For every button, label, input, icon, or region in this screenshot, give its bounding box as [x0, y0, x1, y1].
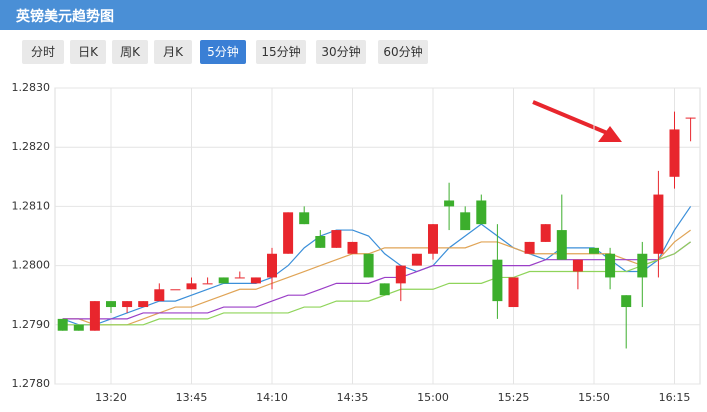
- tab[interactable]: 周K: [112, 40, 148, 64]
- y-tick-label: 1.2830: [12, 81, 51, 94]
- candle-body: [540, 224, 551, 242]
- candle-body: [73, 324, 84, 331]
- candle-body: [379, 283, 390, 296]
- y-tick-label: 1.2810: [12, 199, 51, 212]
- candle-body: [154, 289, 165, 302]
- candle-body: [572, 259, 583, 272]
- x-tick-label: 15:00: [417, 391, 449, 404]
- candle-body: [605, 253, 616, 278]
- candle-body: [428, 224, 438, 254]
- candle-body: [57, 318, 68, 331]
- arrow: [532, 100, 613, 137]
- candle-body: [138, 301, 149, 308]
- candle-body: [492, 259, 503, 302]
- y-tick-label: 1.2790: [12, 318, 51, 331]
- candle-body: [411, 253, 422, 266]
- candle-body: [315, 236, 326, 248]
- tab[interactable]: 分时: [22, 40, 64, 64]
- x-tick-label: 14:35: [337, 391, 369, 404]
- candle-body: [299, 212, 310, 225]
- ma-line: [62, 241, 691, 326]
- tab[interactable]: 60分钟: [378, 40, 428, 64]
- candle-body: [444, 200, 455, 207]
- candle-body: [170, 289, 181, 291]
- candle-body: [685, 117, 696, 119]
- x-tick-label: 15:50: [578, 391, 610, 404]
- x-tick-label: 16:15: [659, 391, 691, 404]
- candle-body: [621, 295, 632, 308]
- candle-body: [637, 253, 648, 278]
- y-tick-label: 1.2780: [12, 377, 51, 390]
- y-tick-label: 1.2800: [12, 259, 51, 272]
- candle-body: [508, 277, 519, 308]
- candle-body: [347, 241, 358, 254]
- candle-body: [283, 212, 294, 254]
- ma-line: [62, 206, 692, 326]
- ma-line: [62, 241, 691, 320]
- candle-body: [524, 241, 535, 254]
- tab[interactable]: 月K: [154, 40, 192, 64]
- x-tick-label: 13:45: [176, 391, 208, 404]
- candle-body: [363, 253, 374, 278]
- tab[interactable]: 30分钟: [316, 40, 366, 64]
- candle-body: [202, 283, 213, 285]
- x-tick-label: 13:20: [95, 391, 127, 404]
- candle-body: [395, 265, 406, 284]
- ma-line: [62, 229, 691, 326]
- tab[interactable]: 日K: [70, 40, 106, 64]
- candle-body: [460, 212, 471, 231]
- tab[interactable]: 5分钟: [200, 40, 246, 64]
- candle-body: [267, 253, 277, 278]
- candle-body: [250, 277, 261, 284]
- candle-body: [589, 247, 599, 254]
- candle-body: [89, 301, 100, 331]
- candle-body: [331, 230, 342, 248]
- candle-body: [556, 230, 567, 260]
- candle-body: [122, 301, 133, 308]
- candle-body: [669, 129, 680, 177]
- candle-body: [186, 283, 197, 290]
- x-tick-label: 14:10: [256, 391, 288, 404]
- candle-body: [234, 277, 245, 279]
- y-tick-label: 1.2820: [12, 140, 51, 153]
- title: 英镑美元趋势图: [16, 9, 114, 25]
- candle-body: [476, 200, 487, 225]
- x-tick-label: 15:25: [498, 391, 530, 404]
- candle-body: [218, 277, 229, 284]
- tab[interactable]: 15分钟: [256, 40, 306, 64]
- header: 英镑美元趋势图: [0, 0, 707, 30]
- candle-body: [653, 194, 664, 254]
- arrow-head: [598, 126, 622, 142]
- candle-body: [106, 301, 116, 308]
